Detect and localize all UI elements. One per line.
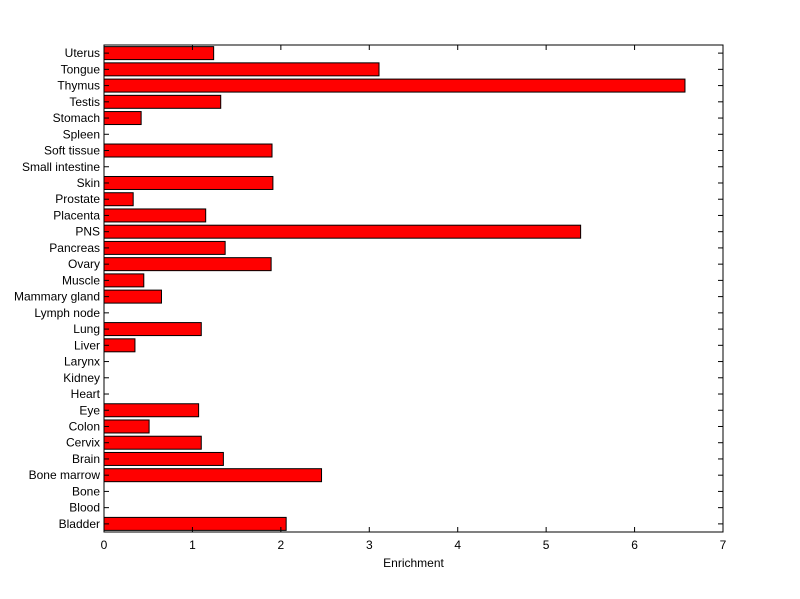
category-label-bone: Bone — [72, 484, 100, 498]
bar-bladder — [103, 516, 287, 531]
category-label-soft-tissue: Soft tissue — [44, 144, 100, 158]
bar-soft-tissue — [103, 143, 273, 158]
bar-testis — [103, 94, 222, 109]
bar-cervix — [103, 435, 202, 450]
bar-bone-marrow — [103, 468, 323, 483]
category-label-stomach: Stomach — [53, 111, 100, 125]
category-label-colon: Colon — [69, 419, 100, 433]
bar-tongue — [103, 62, 380, 77]
category-label-tongue: Tongue — [61, 62, 101, 76]
bar-colon — [103, 419, 150, 434]
bar-thymus — [103, 78, 686, 93]
category-label-brain: Brain — [72, 452, 100, 466]
bar-uterus — [103, 46, 215, 61]
category-label-spleen: Spleen — [63, 127, 100, 141]
category-label-pns: PNS — [75, 225, 100, 239]
category-label-liver: Liver — [74, 338, 100, 352]
bar-muscle — [103, 273, 145, 288]
bar-pancreas — [103, 240, 226, 255]
bar-placenta — [103, 208, 207, 223]
x-tick-label-6: 6 — [631, 538, 638, 552]
category-label-kidney: Kidney — [63, 371, 100, 385]
category-label-small-intestine: Small intestine — [22, 160, 100, 174]
category-label-lung: Lung — [73, 322, 100, 336]
bar-brain — [103, 451, 224, 466]
x-tick-label-4: 4 — [454, 538, 461, 552]
x-tick-label-1: 1 — [189, 538, 196, 552]
x-tick-labels-group: 0 1 2 3 4 5 6 7 — [101, 538, 727, 552]
category-label-cervix: Cervix — [66, 436, 100, 450]
category-label-heart: Heart — [71, 387, 101, 401]
x-tick-label-0: 0 — [101, 538, 108, 552]
bar-pns — [103, 224, 582, 239]
category-label-placenta: Placenta — [53, 208, 100, 222]
x-axis-label: Enrichment — [383, 556, 444, 570]
category-label-thymus: Thymus — [57, 79, 100, 93]
x-tick-label-2: 2 — [278, 538, 285, 552]
category-labels-group: Bladder Blood Bone Bone marrow Brain Cervix Co… — [14, 46, 101, 531]
category-label-prostate: Prostate — [55, 192, 100, 206]
category-label-muscle: Muscle — [62, 273, 100, 287]
category-label-pancreas: Pancreas — [49, 241, 100, 255]
category-label-mammary-gland: Mammary gland — [14, 290, 100, 304]
category-label-bone-marrow: Bone marrow — [29, 468, 101, 482]
category-label-eye: Eye — [79, 403, 100, 417]
bar-eye — [103, 403, 200, 418]
category-label-testis: Testis — [69, 95, 100, 109]
x-tick-label-5: 5 — [543, 538, 550, 552]
category-label-skin: Skin — [77, 176, 100, 190]
bar-ovary — [103, 257, 272, 272]
category-label-ovary: Ovary — [68, 257, 100, 271]
bar-mammary-gland — [103, 289, 162, 304]
bar-lung — [103, 322, 202, 337]
x-tick-label-3: 3 — [366, 538, 373, 552]
category-label-uterus: Uterus — [65, 46, 100, 60]
category-label-bladder: Bladder — [59, 517, 100, 531]
bar-skin — [103, 175, 274, 190]
category-label-larynx: Larynx — [64, 355, 100, 369]
x-tick-label-7: 7 — [720, 538, 727, 552]
category-label-blood: Blood — [69, 501, 100, 515]
axes-box — [103, 44, 724, 533]
category-label-lymph-node: Lymph node — [34, 306, 100, 320]
bar-stomach — [103, 111, 142, 126]
